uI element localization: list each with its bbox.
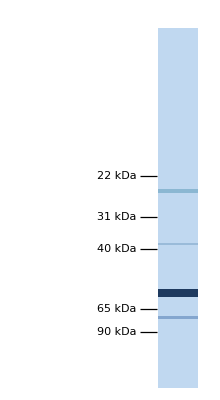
Bar xyxy=(158,188,198,193)
Text: 65 kDa: 65 kDa xyxy=(97,304,136,314)
Bar xyxy=(158,243,198,245)
Bar xyxy=(158,28,198,388)
Bar xyxy=(158,316,198,319)
Text: 90 kDa: 90 kDa xyxy=(97,327,136,337)
Text: 22 kDa: 22 kDa xyxy=(97,170,136,180)
Bar xyxy=(158,289,198,296)
Text: 40 kDa: 40 kDa xyxy=(97,244,136,254)
Text: 31 kDa: 31 kDa xyxy=(97,212,136,222)
